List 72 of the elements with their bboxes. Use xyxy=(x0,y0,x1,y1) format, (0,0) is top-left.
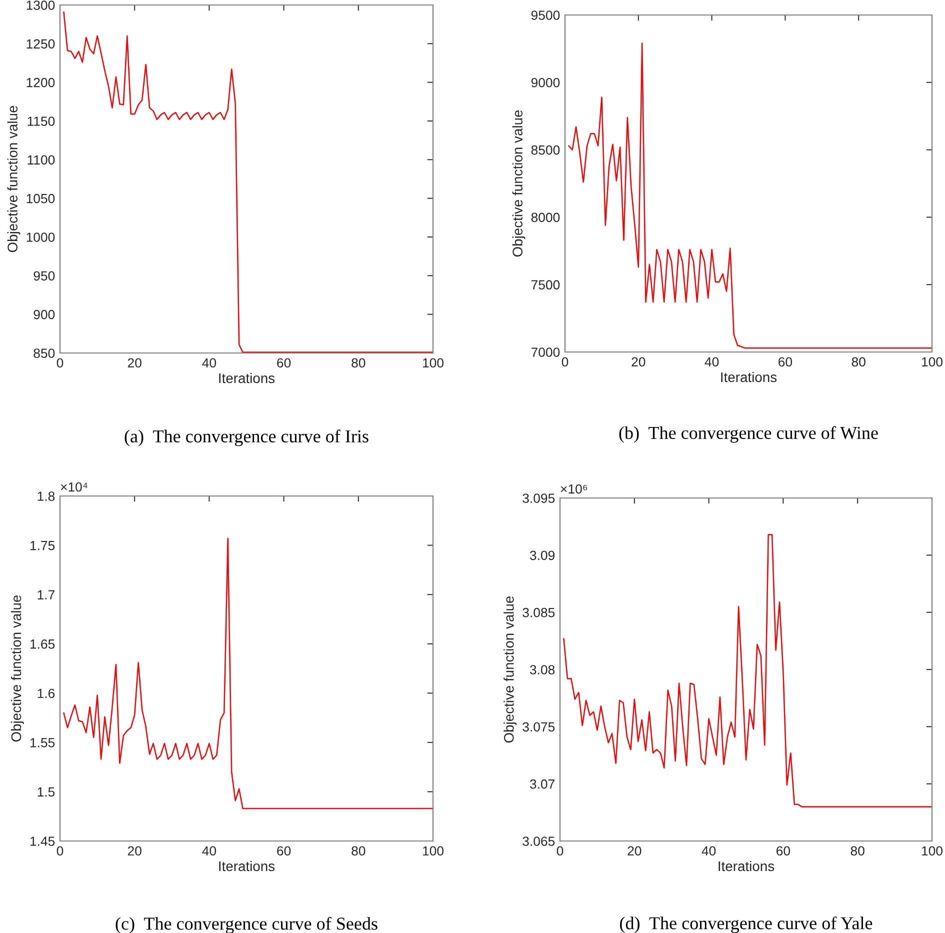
x-tick-label: 40 xyxy=(202,846,216,856)
x-tick-label: 60 xyxy=(778,357,792,367)
y-tick-label: 1000 xyxy=(26,232,55,242)
x-tick-label: 40 xyxy=(702,846,716,856)
y-tick-label: 1.6 xyxy=(38,688,55,698)
x-tick-label: 0 xyxy=(56,358,64,368)
y-tick-label: 1.65 xyxy=(30,639,55,649)
line-series xyxy=(63,538,433,810)
y-tick-label: 850 xyxy=(34,348,55,358)
x-axis-title: Iterations xyxy=(718,860,774,872)
y-tick-label: 1100 xyxy=(28,155,55,165)
x-tick-label: 80 xyxy=(352,358,366,368)
line-series xyxy=(563,534,932,808)
y-tick-label: 3.095 xyxy=(522,494,555,503)
x-axis-title: Iterations xyxy=(721,372,777,382)
y-tick-label: 1050 xyxy=(26,194,55,204)
x-axis-title: Iterations xyxy=(219,860,275,872)
y-axis-title: Objective function value xyxy=(504,596,517,743)
y-tick-label: 1200 xyxy=(26,78,55,88)
x-tick-label: 100 xyxy=(423,358,444,368)
y-tick-label: 1.5 xyxy=(38,787,55,797)
y-axis-title: Objective function value xyxy=(512,110,526,257)
x-tick-label: 60 xyxy=(776,846,790,856)
x-tick-label: 60 xyxy=(277,358,291,368)
x-tick-label: 80 xyxy=(850,846,864,856)
y-axis-title: Objective function value xyxy=(10,595,24,742)
y-tick-label: 1150 xyxy=(28,116,55,126)
x-axis-title: Iterations xyxy=(219,372,275,384)
x-tick-label: 20 xyxy=(128,358,142,368)
y-tick-label: 8000 xyxy=(531,212,560,222)
text: ×10⁴ xyxy=(60,482,88,492)
y-tick-label: 7000 xyxy=(531,348,560,357)
y-tick-label: 1.8 xyxy=(38,492,55,501)
x-tick-label: 20 xyxy=(628,846,642,856)
y-tick-label: 1.55 xyxy=(30,738,55,748)
y-tick-label: 8500 xyxy=(531,145,560,155)
y-axis-title: Objective function value xyxy=(7,106,20,252)
y-tick-label: 1.75 xyxy=(30,540,55,550)
y-tick-label: 1.7 xyxy=(38,590,54,600)
y-tick-label: 7500 xyxy=(531,280,560,290)
x-tick-label: 0 xyxy=(562,357,568,367)
text: (a) The convergence curve of Iris xyxy=(124,430,368,446)
x-tick-label: 20 xyxy=(632,357,646,367)
y-tick-label: 9000 xyxy=(531,78,560,88)
x-tick-label: 60 xyxy=(277,846,291,856)
line-series xyxy=(568,42,932,349)
y-tick-label: 1250 xyxy=(26,39,55,49)
y-tick-label: 3.065 xyxy=(522,836,555,846)
text: (d) The convergence curve of Yale xyxy=(620,916,872,933)
x-tick-label: 40 xyxy=(202,358,216,368)
x-tick-label: 80 xyxy=(852,357,866,367)
y-tick-label: 900 xyxy=(34,310,55,320)
y-tick-label: 9500 xyxy=(531,10,560,20)
y-tick-label: 3.07 xyxy=(530,779,554,789)
y-tick-label: 3.085 xyxy=(522,608,555,618)
text: (b) The convergence curve of Wine xyxy=(619,426,878,443)
y-tick-label: 3.075 xyxy=(522,722,555,732)
text: ×10⁶ xyxy=(560,484,588,494)
x-tick-label: 0 xyxy=(556,846,564,856)
x-tick-label: 100 xyxy=(922,357,942,367)
y-tick-label: 1300 xyxy=(26,0,55,10)
y-tick-label: 3.08 xyxy=(530,665,555,674)
x-tick-label: 100 xyxy=(922,846,942,856)
x-tick-label: 0 xyxy=(56,846,64,856)
x-tick-label: 20 xyxy=(128,846,142,856)
y-tick-label: 950 xyxy=(34,271,55,281)
x-tick-label: 80 xyxy=(352,846,366,856)
y-tick-label: 3.09 xyxy=(530,550,555,560)
x-tick-label: 100 xyxy=(423,846,444,856)
y-tick-label: 1.45 xyxy=(30,836,55,846)
line-series xyxy=(63,11,433,353)
x-tick-label: 40 xyxy=(704,357,719,367)
